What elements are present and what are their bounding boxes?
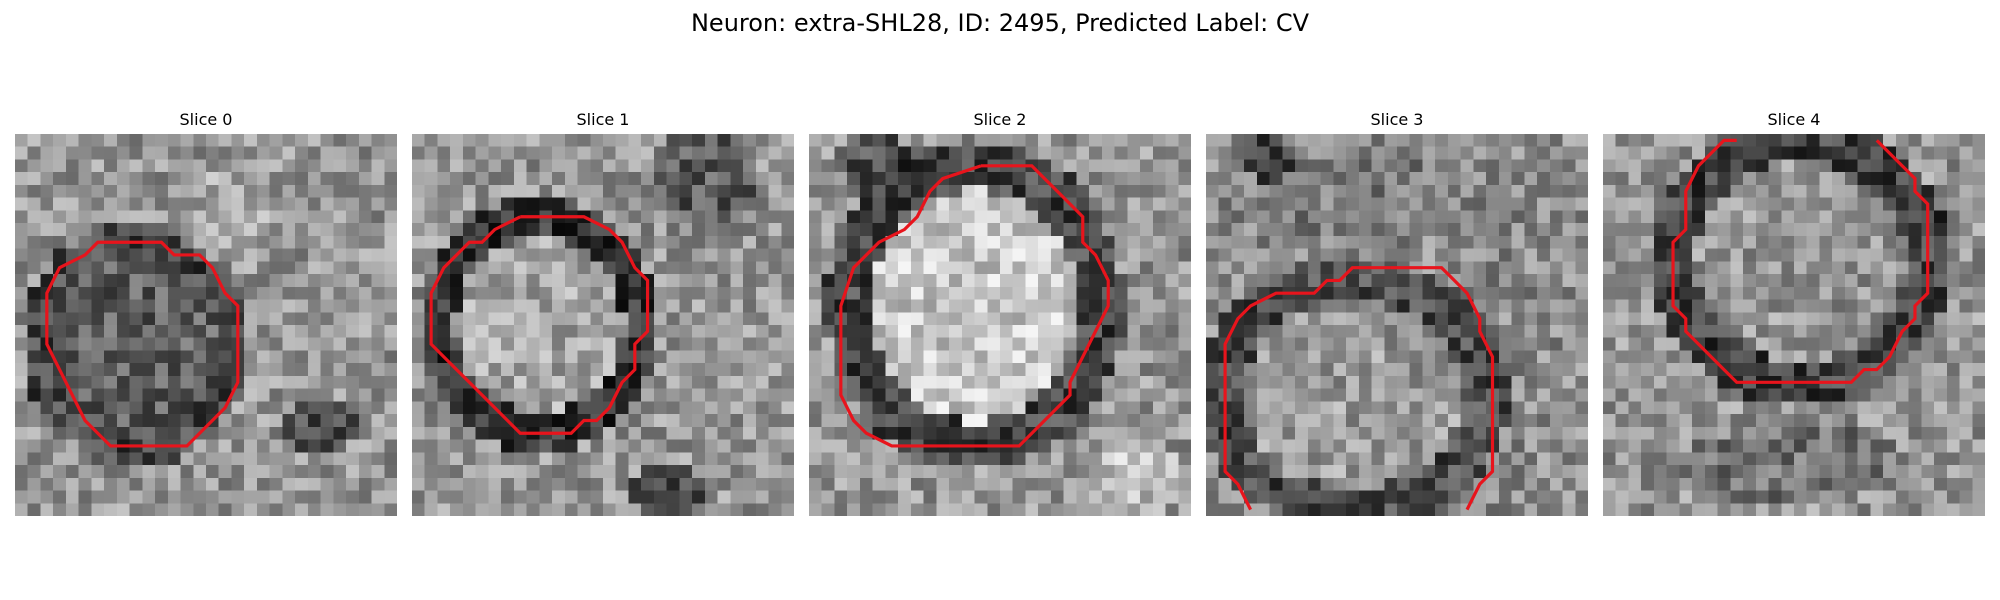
slice-pixels-1 [412, 134, 794, 516]
slice-image-2 [809, 134, 1191, 516]
slice-pixels-0 [15, 134, 397, 516]
slice-title-1: Slice 1 [576, 110, 630, 129]
slice-image-0 [15, 134, 397, 516]
slice-contour-1 [429, 215, 650, 435]
slice-contour-0 [45, 240, 240, 448]
slice-title-3: Slice 3 [1370, 110, 1424, 129]
slice-title-4: Slice 4 [1767, 110, 1821, 129]
slice-pixels-3 [1206, 134, 1588, 516]
slice-image-1 [412, 134, 794, 516]
slice-title-0: Slice 0 [179, 110, 233, 129]
slice-image-4 [1603, 134, 1985, 516]
slice-title-2: Slice 2 [973, 110, 1027, 129]
slice-contour-2 [839, 164, 1110, 448]
slice-pixels-4 [1603, 134, 1985, 516]
slice-contour-3b [1223, 266, 1391, 511]
figure-title: Neuron: extra-SHL28, ID: 2495, Predicted… [690, 9, 1310, 37]
slice-pixels-2 [809, 134, 1191, 516]
slice-contour-3 [1390, 266, 1495, 511]
slice-contour-4 [1671, 138, 1930, 384]
slice-image-3 [1206, 134, 1588, 516]
